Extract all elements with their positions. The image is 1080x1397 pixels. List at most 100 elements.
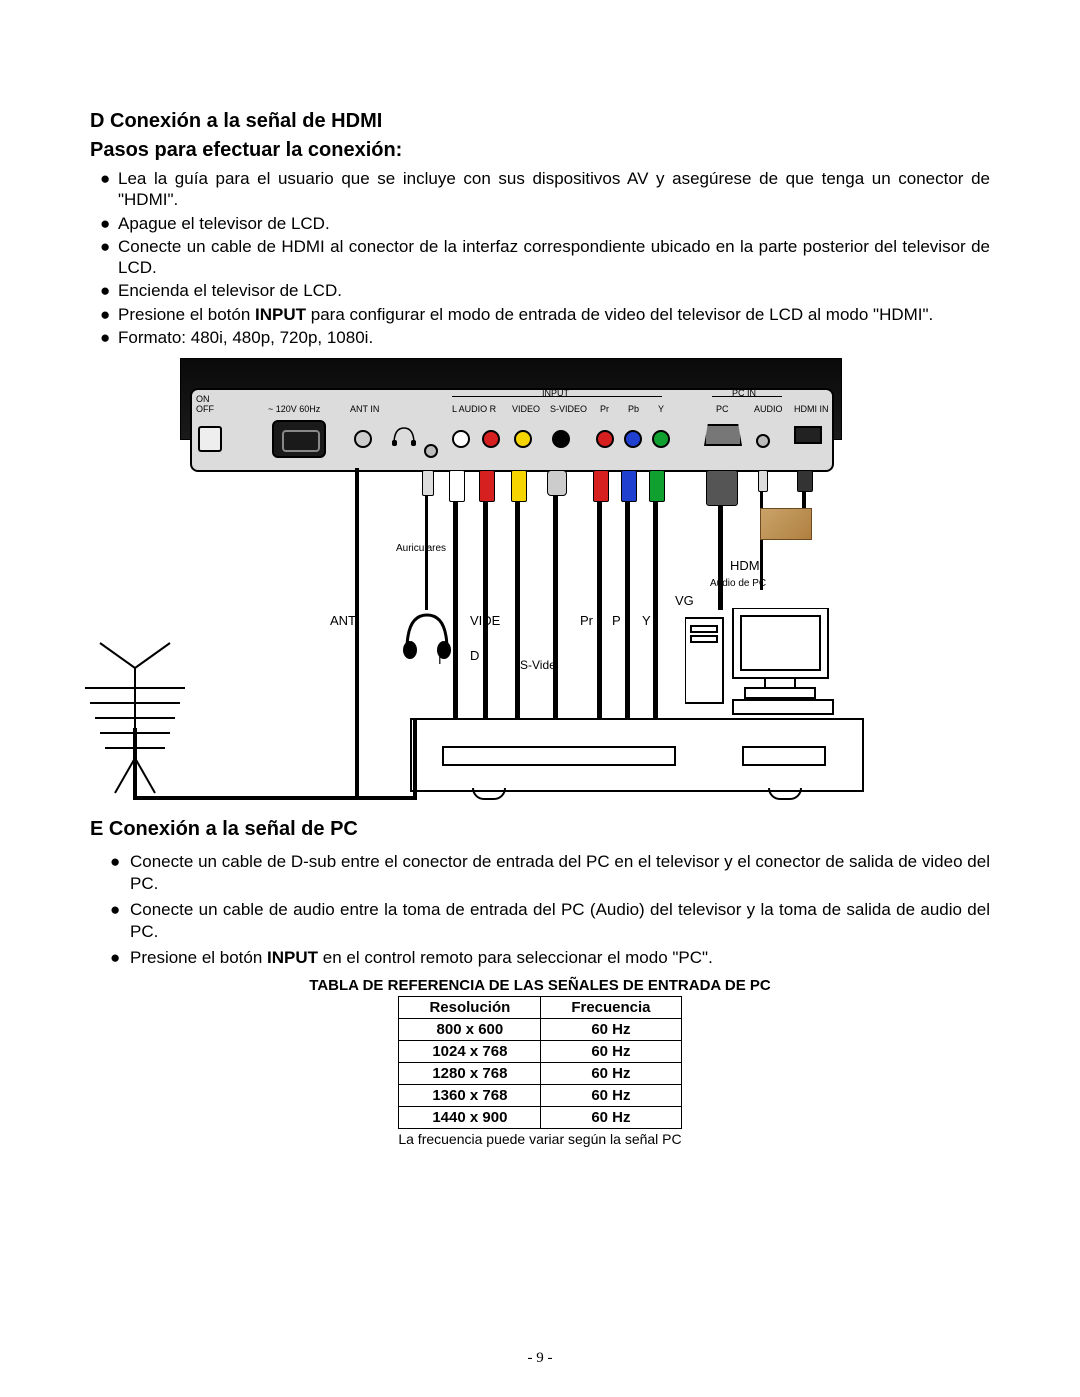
rear-panel: ON OFF ~ 120V 60Hz ANT IN INPUT PC IN L … bbox=[190, 388, 834, 472]
label-cable-svide: S-Vide bbox=[520, 658, 556, 672]
td: 1280 x 768 bbox=[399, 1063, 541, 1085]
plug bbox=[449, 470, 465, 502]
cable-pr bbox=[597, 470, 602, 718]
label-off: OFF bbox=[196, 404, 214, 414]
td: 1360 x 768 bbox=[399, 1085, 541, 1107]
cable-video bbox=[515, 470, 520, 718]
list-item: Apague el televisor de LCD. bbox=[90, 213, 990, 234]
jack-pb bbox=[624, 430, 642, 448]
cable-y bbox=[653, 470, 658, 718]
hdmi-connector-icon bbox=[760, 508, 812, 540]
table-row: 800 x 60060 Hz bbox=[399, 1019, 681, 1041]
td: 1440 x 900 bbox=[399, 1107, 541, 1129]
jack-video bbox=[514, 430, 532, 448]
section-e-list: Conecte un cable de D-sub entre el conec… bbox=[90, 851, 990, 969]
label-ac: ~ 120V 60Hz bbox=[268, 404, 320, 414]
section-d-subtitle: Pasos para efectuar la conexión: bbox=[90, 139, 990, 162]
table-row: 1360 x 76860 Hz bbox=[399, 1085, 681, 1107]
th-freq: Frecuencia bbox=[541, 997, 681, 1019]
foot bbox=[768, 788, 802, 800]
label-pr: Pr bbox=[600, 404, 609, 414]
td: 60 Hz bbox=[541, 1107, 681, 1129]
table-row: 1280 x 76860 Hz bbox=[399, 1063, 681, 1085]
plug bbox=[593, 470, 609, 502]
power-switch bbox=[198, 426, 222, 452]
plug bbox=[422, 470, 434, 496]
td: 60 Hz bbox=[541, 1019, 681, 1041]
label-pb: Pb bbox=[628, 404, 639, 414]
cable-audio-r bbox=[483, 470, 488, 718]
td: 60 Hz bbox=[541, 1041, 681, 1063]
text: Presione el botón bbox=[130, 948, 267, 967]
label-audio: AUDIO bbox=[754, 404, 783, 414]
source-device bbox=[410, 718, 864, 792]
cable-svideo bbox=[553, 470, 558, 718]
page-number: - 9 - bbox=[0, 1350, 1080, 1367]
jack-y bbox=[652, 430, 670, 448]
plug bbox=[479, 470, 495, 502]
list-item: Formato: 480i, 480p, 720p, 1080i. bbox=[90, 327, 990, 348]
jack-audio-l bbox=[452, 430, 470, 448]
plug bbox=[511, 470, 527, 502]
plug bbox=[621, 470, 637, 502]
plug bbox=[758, 470, 768, 492]
td: 1024 x 768 bbox=[399, 1041, 541, 1063]
label-cable-pr: Pr bbox=[580, 613, 593, 628]
label-y: Y bbox=[658, 404, 664, 414]
plug bbox=[797, 470, 813, 492]
cable-pb bbox=[625, 470, 630, 718]
list-item: Encienda el televisor de LCD. bbox=[90, 280, 990, 301]
slot bbox=[742, 746, 826, 766]
table-title: TABLA DE REFERENCIA DE LAS SEÑALES DE EN… bbox=[90, 977, 990, 994]
td: 60 Hz bbox=[541, 1085, 681, 1107]
plug bbox=[547, 470, 567, 496]
plug bbox=[706, 470, 738, 506]
label-cable-i2: I bbox=[438, 652, 442, 667]
label-cable-hdm: HDM bbox=[730, 558, 760, 573]
label-pc: PC bbox=[716, 404, 729, 414]
th-res: Resolución bbox=[399, 997, 541, 1019]
list-item: Conecte un cable de audio entre la toma … bbox=[90, 899, 990, 943]
slot bbox=[442, 746, 676, 766]
section-d-title: D Conexión a la señal de HDMI bbox=[90, 110, 990, 133]
td: 60 Hz bbox=[541, 1063, 681, 1085]
text: Presione el botón bbox=[118, 305, 255, 324]
cable-vga bbox=[718, 470, 723, 610]
table-note: La frecuencia puede variar según la seña… bbox=[90, 1131, 990, 1147]
text-bold: INPUT bbox=[267, 948, 318, 967]
label-antin: ANT IN bbox=[350, 404, 379, 414]
antenna-icon bbox=[70, 638, 200, 798]
label-svideo: S-VIDEO bbox=[550, 404, 587, 414]
cable-hp bbox=[425, 470, 428, 610]
text: en el control remoto para seleccionar el… bbox=[318, 948, 713, 967]
computer-icon bbox=[685, 608, 845, 718]
label-cable-vg: VG bbox=[675, 593, 694, 608]
label-cable-auric: Auriculares bbox=[396, 543, 446, 554]
jack-ant bbox=[354, 430, 372, 448]
label-cable-y: Y bbox=[642, 613, 651, 628]
list-item: Presione el botón INPUT para configurar … bbox=[90, 304, 990, 325]
jack-pcaudio bbox=[756, 434, 770, 448]
label-input: INPUT bbox=[542, 388, 569, 398]
text: para configurar el modo de entrada de vi… bbox=[306, 305, 933, 324]
power-port bbox=[272, 420, 326, 458]
list-item: Conecte un cable de HDMI al conector de … bbox=[90, 236, 990, 279]
label-cable-d: D bbox=[470, 648, 479, 663]
list-item: Conecte un cable de D-sub entre el conec… bbox=[90, 851, 990, 895]
label-cable-p: P bbox=[612, 613, 621, 628]
plug bbox=[649, 470, 665, 502]
cable-audio-l bbox=[453, 470, 458, 718]
foot bbox=[472, 788, 506, 800]
label-cable-audiopc: Audio de PC bbox=[710, 578, 766, 589]
vga-port bbox=[704, 424, 742, 446]
jack-audio-r bbox=[482, 430, 500, 448]
label-laudior: L AUDIO R bbox=[452, 404, 496, 414]
page: D Conexión a la señal de HDMI Pasos para… bbox=[0, 0, 1080, 1397]
label-pcin: PC IN bbox=[732, 388, 756, 398]
hdmi-port bbox=[794, 426, 822, 444]
table-row: Resolución Frecuencia bbox=[399, 997, 681, 1019]
headphone-icon bbox=[392, 426, 416, 446]
jack-svideo bbox=[552, 430, 570, 448]
jack-pr bbox=[596, 430, 614, 448]
connection-diagram: ON OFF ~ 120V 60Hz ANT IN INPUT PC IN L … bbox=[140, 358, 940, 808]
